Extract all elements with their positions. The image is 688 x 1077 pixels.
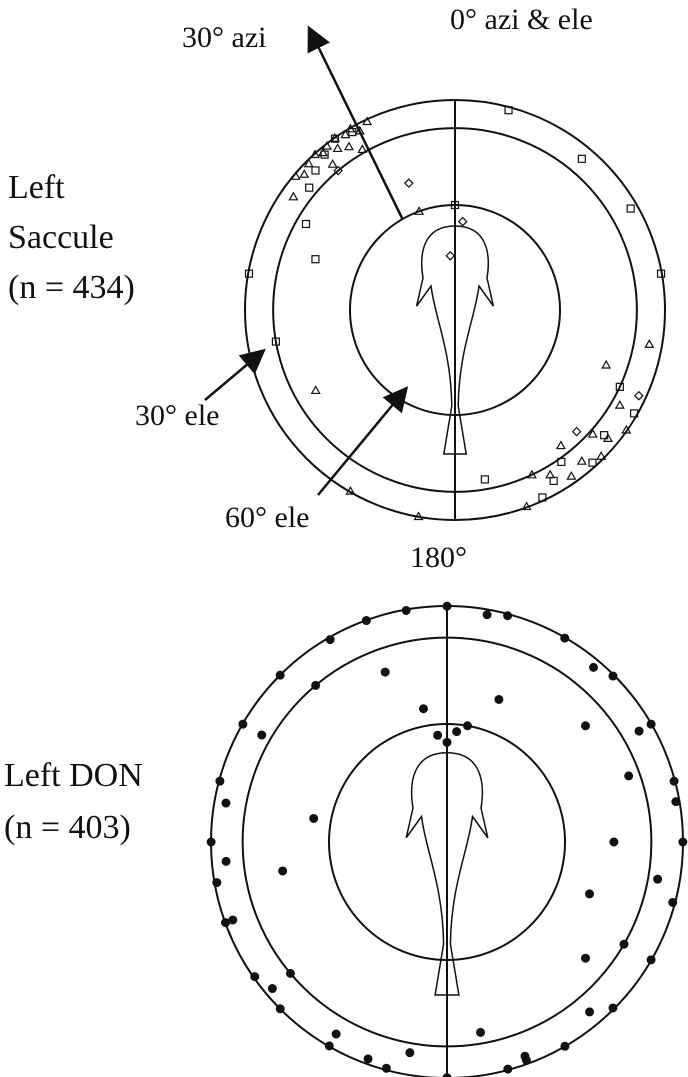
dot-point: [625, 772, 633, 780]
triangle-point: [358, 145, 366, 152]
dot-point: [477, 1028, 485, 1036]
azimuth-arrow: [310, 30, 403, 219]
dot-point: [669, 898, 677, 906]
dot-point: [276, 1005, 284, 1013]
diamond-point: [446, 252, 454, 260]
square-point: [589, 459, 596, 466]
triangle-point: [289, 193, 297, 200]
triangle-point: [300, 170, 308, 177]
square-point: [550, 477, 557, 484]
triangle-point: [329, 160, 337, 167]
square-point: [312, 167, 319, 174]
dot-point: [463, 722, 471, 730]
diamond-point: [635, 392, 643, 400]
dot-point: [402, 606, 410, 614]
square-point: [481, 476, 488, 483]
dot-point: [239, 720, 247, 728]
dot-point: [610, 838, 618, 846]
annotation: 180°: [410, 541, 467, 574]
dot-point: [483, 611, 491, 619]
dot-point: [504, 1065, 512, 1073]
dot-point: [222, 799, 230, 807]
triangle-point: [312, 386, 320, 393]
dot-point: [362, 617, 370, 625]
dot-point: [581, 722, 589, 730]
dot-point: [216, 777, 224, 785]
dot-point: [443, 738, 451, 746]
dot-point: [406, 1049, 414, 1057]
annotation: 30° ele: [135, 399, 219, 432]
dot-point: [609, 672, 617, 680]
square-point: [627, 205, 634, 212]
panel-label: Left: [8, 169, 65, 206]
dot-point: [312, 681, 320, 689]
dot-point: [586, 890, 594, 898]
triangle-point: [567, 472, 575, 479]
dot-point: [561, 1042, 569, 1050]
dot-point: [609, 1004, 617, 1012]
figure: Left Saccule (n = 434) 0° azi & ele 30° azi 3…: [0, 0, 688, 1077]
dot-point: [620, 940, 628, 948]
dot-point: [561, 634, 569, 642]
dot-point: [251, 973, 259, 981]
dot-point: [268, 985, 276, 993]
triangle-point: [602, 361, 610, 368]
dot-point: [213, 879, 221, 887]
triangle-point: [546, 471, 554, 478]
dot-point: [654, 875, 662, 883]
annotation: 60° ele: [225, 501, 309, 534]
dot-point: [443, 602, 451, 610]
dot-point: [504, 612, 512, 620]
dot-point: [635, 727, 643, 735]
dot-point: [381, 668, 389, 676]
dot-point: [279, 867, 287, 875]
dot-point: [222, 857, 230, 865]
dot-point: [453, 728, 461, 736]
dot-point: [364, 1055, 372, 1063]
diamond-point: [459, 218, 467, 226]
dot-point: [434, 731, 442, 739]
dot-point: [679, 838, 687, 846]
triangle-point: [616, 401, 624, 408]
dot-point: [419, 705, 427, 713]
ele30-arrow: [205, 352, 262, 400]
square-point: [303, 220, 310, 227]
dot-point: [332, 1030, 340, 1038]
dot-point: [325, 1042, 333, 1050]
triangle-point: [345, 143, 353, 150]
dot-point: [586, 1008, 594, 1016]
square-point: [578, 155, 585, 162]
dot-point: [258, 731, 266, 739]
dot-point: [326, 636, 334, 644]
dot-point: [581, 954, 589, 962]
dot-point: [310, 814, 318, 822]
triangle-point: [645, 340, 653, 347]
dot-point: [382, 1064, 390, 1072]
annotation: 30° azi: [182, 21, 266, 54]
panel-label: (n = 434): [8, 269, 135, 306]
dot-point: [647, 956, 655, 964]
dot-point: [522, 1056, 530, 1064]
triangle-point: [334, 144, 342, 151]
triangle-point: [578, 457, 586, 464]
dot-point: [286, 969, 294, 977]
triangle-point: [597, 452, 605, 459]
square-point: [312, 256, 319, 263]
dot-point: [276, 671, 284, 679]
square-point: [306, 184, 313, 191]
panel-label: (n = 403): [4, 809, 131, 846]
dot-point: [647, 720, 655, 728]
diamond-point: [573, 428, 581, 436]
panel-label: Saccule: [8, 219, 114, 256]
dot-point: [670, 777, 678, 785]
triangle-point: [557, 442, 565, 449]
dot-point: [207, 838, 215, 846]
annotation: 0° azi & ele: [450, 3, 593, 36]
dot-point: [229, 916, 237, 924]
dot-point: [495, 695, 503, 703]
dot-point: [672, 798, 680, 806]
dot-point: [590, 663, 598, 671]
diamond-point: [405, 179, 413, 187]
panel-label: Left DON: [4, 757, 143, 794]
